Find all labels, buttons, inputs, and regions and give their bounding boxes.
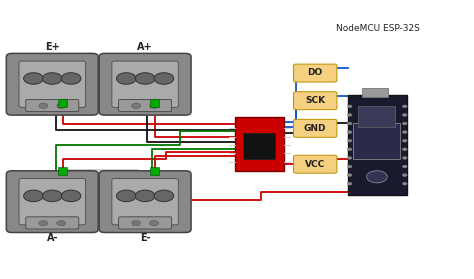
- FancyBboxPatch shape: [112, 179, 178, 225]
- FancyBboxPatch shape: [118, 99, 172, 112]
- Circle shape: [347, 114, 352, 116]
- FancyBboxPatch shape: [6, 171, 98, 232]
- Circle shape: [57, 103, 66, 109]
- FancyBboxPatch shape: [26, 99, 79, 112]
- Text: NodeMCU ESP-32S: NodeMCU ESP-32S: [337, 24, 420, 33]
- Bar: [58, 99, 67, 107]
- Circle shape: [135, 73, 155, 84]
- Circle shape: [154, 190, 174, 202]
- Bar: [58, 167, 67, 175]
- Bar: [362, 88, 388, 97]
- Circle shape: [402, 131, 407, 134]
- FancyBboxPatch shape: [19, 61, 85, 107]
- Circle shape: [24, 73, 43, 84]
- Circle shape: [347, 182, 352, 185]
- Bar: [235, 117, 284, 171]
- Text: VCC: VCC: [305, 160, 325, 169]
- Text: E-: E-: [140, 234, 150, 243]
- Text: GND: GND: [304, 124, 327, 133]
- Circle shape: [150, 220, 158, 226]
- Bar: [348, 95, 407, 195]
- Circle shape: [117, 190, 136, 202]
- FancyBboxPatch shape: [26, 217, 79, 229]
- Circle shape: [347, 174, 352, 177]
- Circle shape: [402, 114, 407, 116]
- FancyBboxPatch shape: [99, 53, 191, 115]
- Circle shape: [347, 105, 352, 108]
- Circle shape: [402, 105, 407, 108]
- Circle shape: [402, 157, 407, 159]
- FancyBboxPatch shape: [19, 179, 85, 225]
- Circle shape: [154, 73, 174, 84]
- Circle shape: [347, 165, 352, 168]
- Text: E+: E+: [45, 42, 60, 52]
- Circle shape: [366, 171, 387, 183]
- Circle shape: [43, 73, 62, 84]
- Circle shape: [24, 190, 43, 202]
- Circle shape: [135, 190, 155, 202]
- Text: A-: A-: [46, 234, 58, 243]
- Circle shape: [402, 122, 407, 125]
- Circle shape: [347, 148, 352, 151]
- Circle shape: [347, 122, 352, 125]
- Bar: [358, 106, 395, 127]
- Circle shape: [39, 103, 48, 109]
- Circle shape: [150, 103, 158, 109]
- Circle shape: [39, 220, 48, 226]
- FancyBboxPatch shape: [293, 64, 337, 82]
- Circle shape: [402, 148, 407, 151]
- FancyBboxPatch shape: [293, 119, 337, 137]
- Circle shape: [61, 190, 81, 202]
- Text: DO: DO: [308, 68, 323, 78]
- Circle shape: [402, 182, 407, 185]
- Circle shape: [61, 73, 81, 84]
- FancyBboxPatch shape: [112, 61, 178, 107]
- Bar: [150, 167, 159, 175]
- Bar: [243, 133, 275, 159]
- Circle shape: [347, 157, 352, 159]
- Circle shape: [402, 139, 407, 142]
- Circle shape: [347, 131, 352, 134]
- Circle shape: [347, 139, 352, 142]
- Circle shape: [132, 103, 141, 109]
- FancyBboxPatch shape: [6, 53, 98, 115]
- Circle shape: [402, 165, 407, 168]
- Circle shape: [57, 220, 66, 226]
- Text: SCK: SCK: [305, 96, 325, 105]
- Bar: [354, 123, 400, 159]
- Circle shape: [132, 220, 141, 226]
- FancyBboxPatch shape: [293, 155, 337, 173]
- FancyBboxPatch shape: [99, 171, 191, 232]
- Circle shape: [43, 190, 62, 202]
- Bar: [150, 99, 159, 107]
- Circle shape: [402, 174, 407, 177]
- FancyBboxPatch shape: [293, 92, 337, 110]
- FancyBboxPatch shape: [118, 217, 172, 229]
- Circle shape: [117, 73, 136, 84]
- Text: A+: A+: [137, 42, 153, 52]
